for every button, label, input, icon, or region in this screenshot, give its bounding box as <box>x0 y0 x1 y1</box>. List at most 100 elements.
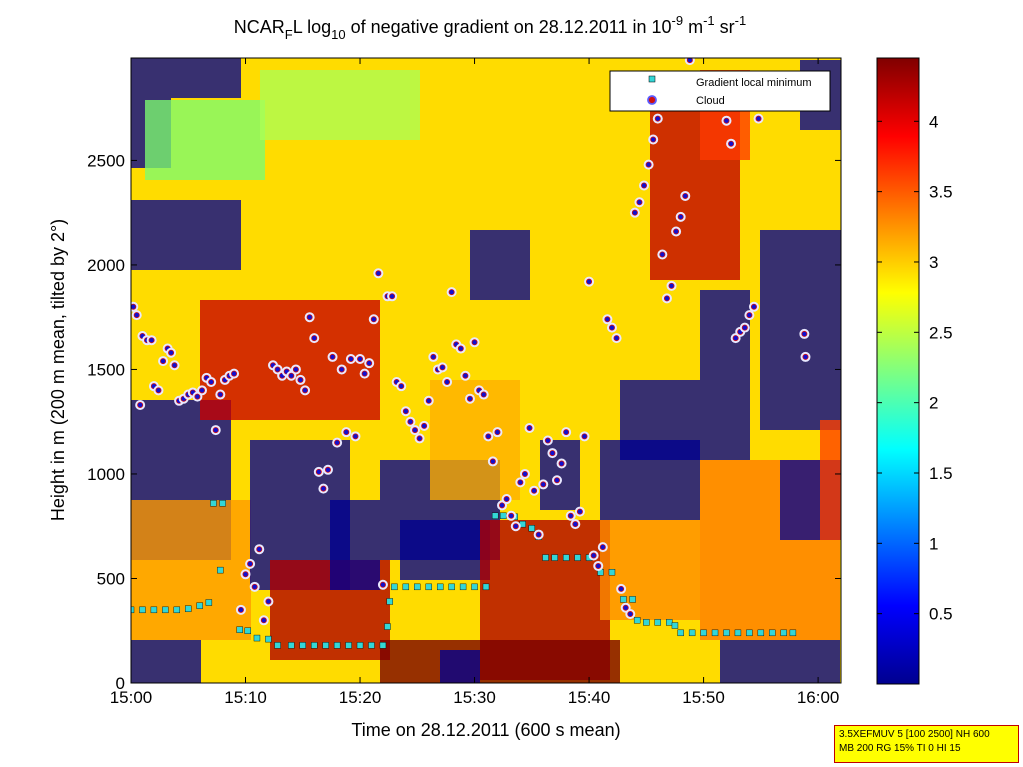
gradient-minimum-point <box>711 629 719 637</box>
gradient-minimum-point <box>253 634 261 642</box>
cloud-point-core <box>467 396 473 401</box>
colorbar-tick-label: 3 <box>929 253 938 272</box>
gradient-minimum-point <box>311 642 318 649</box>
x-tick-label: 15:30 <box>453 688 496 707</box>
legend-label-cloud: Cloud <box>696 95 725 107</box>
cloud-point-core <box>149 337 154 343</box>
gradient-minimum-point <box>723 629 730 637</box>
cloud-point-core <box>618 586 624 592</box>
cloud-point-core <box>380 582 386 587</box>
cloud-point-core <box>637 200 642 205</box>
gradient-minimum-point <box>391 583 398 591</box>
cloud-point-core <box>545 438 551 443</box>
cloud-point-core <box>513 524 518 529</box>
gradient-minimum-point <box>265 635 272 643</box>
colorbar-tick-label: 1.5 <box>929 464 953 483</box>
gradient-minimum-point <box>459 583 467 591</box>
cloud-point-core <box>481 392 486 397</box>
y-tick-label: 0 <box>116 674 125 693</box>
y-axis-label: Height in m (200 m mean, tilted by 2°) <box>48 219 68 521</box>
cloud-point-core <box>522 471 528 477</box>
gradient-minimum-point <box>288 642 295 649</box>
cloud-point-core <box>605 317 610 322</box>
cloud-point-core <box>463 373 468 378</box>
title-part: L log <box>293 17 331 37</box>
gradient-minimum-point <box>677 629 684 637</box>
gradient-minimum-point <box>448 583 455 591</box>
gradient-minimum-point <box>482 583 490 591</box>
cloud-point-core <box>366 360 372 366</box>
cloud-point-core <box>134 312 139 318</box>
cloud-point-core <box>664 296 670 301</box>
cloud-point-core <box>131 304 136 309</box>
cloud-point-core <box>747 312 752 318</box>
gradient-minimum-point <box>345 642 352 649</box>
cloud-point-core <box>261 618 267 623</box>
cloud-point-core <box>728 141 734 146</box>
cloud-point-core <box>495 429 500 435</box>
x-axis: 15:00 15:10 15:20 15:30 15:40 15:50 16:00 <box>110 58 839 707</box>
gradient-minimum-point <box>574 554 581 561</box>
gradient-minimum-point <box>368 642 375 649</box>
title-part: F <box>285 27 293 42</box>
gradient-minimum-point <box>671 622 679 629</box>
cloud-point-core <box>683 193 688 199</box>
cloud-point-core <box>156 388 161 393</box>
cloud-point-core <box>275 367 280 372</box>
gradient-minimum-point <box>654 619 661 626</box>
cloud-point-core <box>499 503 505 508</box>
gradient-minimum-point <box>436 583 444 591</box>
heatmap-region <box>400 520 490 580</box>
chart-title: NCARFL log10 of negative gradient on 28.… <box>234 13 746 42</box>
gradient-minimum-point <box>734 629 742 637</box>
footnote-line-1: 3.5XEFMUV 5 [100 2500] NH 600 <box>839 729 990 740</box>
gradient-minimum-point <box>384 623 391 630</box>
heatmap-region <box>470 230 530 300</box>
gradient-minimum-series <box>131 500 797 649</box>
cloud-point-core <box>742 325 748 330</box>
heatmap-region <box>760 230 841 430</box>
gradient-minimum-point <box>131 606 135 614</box>
cloud-point-core <box>600 544 606 550</box>
cloud-point-core <box>218 392 223 397</box>
cloud-point-core <box>160 358 166 364</box>
colorbar-gradient <box>876 57 920 685</box>
cloud-point-core <box>334 440 340 445</box>
colorbar-tick-label: 3.5 <box>929 183 953 202</box>
x-tick-label: 15:20 <box>339 688 382 707</box>
gradient-minimum-point <box>244 627 252 634</box>
gradient-minimum-point <box>205 599 213 606</box>
gradient-minimum-point <box>274 642 281 649</box>
cloud-point-core <box>673 229 679 234</box>
legend-box <box>609 70 831 112</box>
cloud-point-core <box>568 513 573 518</box>
y-tick-label: 1000 <box>87 465 125 484</box>
gradient-minimum-point <box>666 619 673 626</box>
cloud-point-core <box>344 429 349 435</box>
cloud-point-core <box>238 607 244 613</box>
cloud-point-core <box>316 469 322 475</box>
cloud-point-core <box>486 434 491 439</box>
cloud-point-core <box>472 340 477 345</box>
x-tick-label: 15:00 <box>110 688 153 707</box>
cloud-point-core <box>195 394 200 399</box>
cloud-point-core <box>641 183 647 188</box>
gradient-minimum-point <box>780 629 787 637</box>
cloud-point-core <box>376 271 381 276</box>
cloud-point-core <box>508 513 514 518</box>
cloud-point-core <box>417 436 422 441</box>
cloud-point-core <box>213 427 218 433</box>
gradient-minimum-point <box>414 583 421 591</box>
cloud-point-core <box>586 279 592 284</box>
cloud-point-core <box>678 214 683 220</box>
gradient-minimum-point <box>746 629 753 637</box>
heatmap-region <box>600 440 700 520</box>
cloud-point-core <box>650 137 656 142</box>
cloud-point-core <box>257 547 262 552</box>
cloud-point-core <box>412 427 418 433</box>
cloud-point-core <box>803 354 808 360</box>
cloud-point-core <box>646 162 651 167</box>
cloud-point-core <box>339 367 344 372</box>
cloud-point-core <box>518 480 523 485</box>
colorbar-tick-label: 2 <box>929 394 938 413</box>
